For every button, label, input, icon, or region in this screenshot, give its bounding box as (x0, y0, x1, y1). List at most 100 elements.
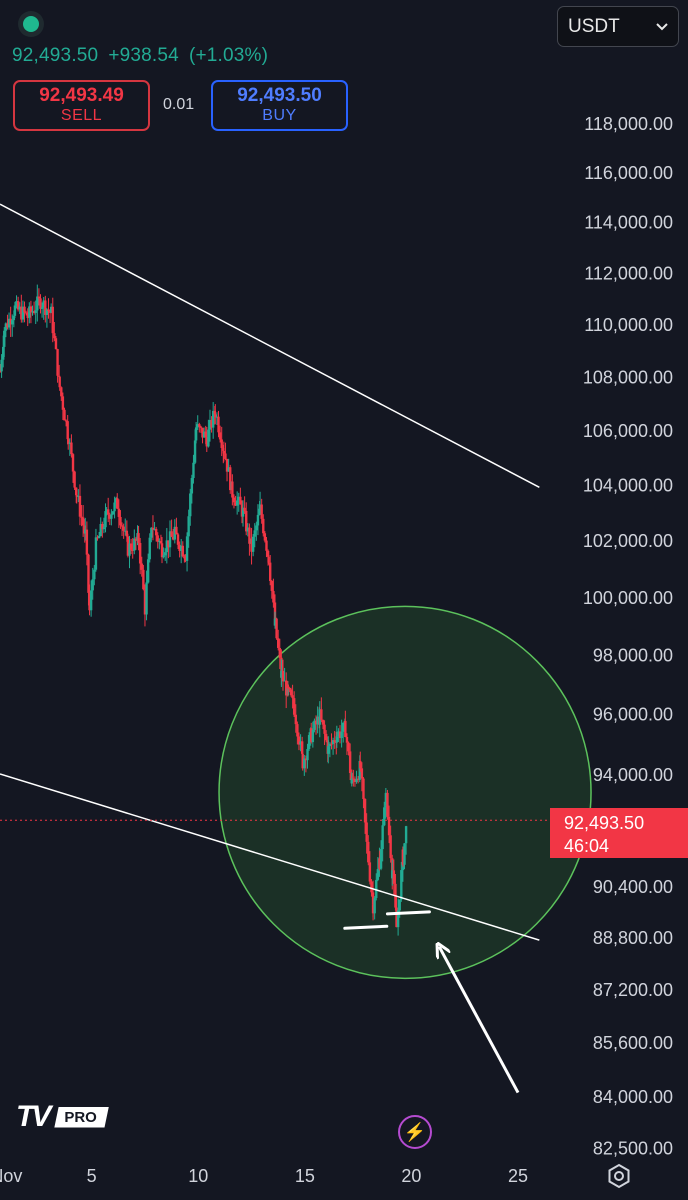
candle-body (338, 731, 342, 739)
candle-body (272, 590, 275, 603)
candle-body (246, 527, 250, 532)
candle-body (321, 719, 325, 725)
candle-body (292, 708, 296, 715)
currency-select[interactable]: USDT (557, 6, 679, 47)
candle-body (330, 743, 333, 745)
candle-body (218, 432, 222, 440)
candle-body (335, 736, 339, 743)
candle-body (120, 525, 124, 527)
candle-body (400, 870, 403, 900)
candle-body (145, 582, 148, 615)
candle-body (304, 758, 308, 761)
candle-body (258, 504, 262, 509)
candle-body (170, 531, 173, 537)
price-tick-label: 110,000.00 (584, 315, 673, 335)
candle-body (83, 525, 86, 534)
chevron-down-icon (656, 22, 668, 30)
candle-body (77, 495, 80, 497)
candle-body (13, 305, 17, 316)
highlight-circle (218, 605, 592, 980)
candle-body (303, 758, 306, 769)
lightning-icon[interactable]: ⚡ (398, 1115, 432, 1149)
candle-body (266, 550, 270, 557)
candle-body (173, 526, 177, 533)
price-tick-label: 102,000.00 (583, 531, 673, 551)
candle-body (307, 735, 311, 749)
candle-body (245, 510, 248, 532)
candle-body (20, 306, 23, 320)
candle-body (362, 778, 365, 800)
candle-body (131, 549, 134, 551)
candle-body (256, 514, 260, 526)
candle-body (342, 722, 345, 732)
candle-body (146, 559, 150, 583)
candle-body (391, 870, 394, 879)
candle-body (73, 471, 76, 488)
candle-body (207, 429, 210, 447)
candle-body (63, 409, 66, 421)
time-axis[interactable]: Nov 5 10 15 20 25 (0, 1166, 528, 1186)
candle-body (66, 421, 69, 440)
upper-trendline (0, 203, 540, 488)
candle-body (119, 516, 122, 526)
candle-body (133, 538, 136, 551)
candle-body (67, 439, 70, 444)
candle-body (180, 545, 183, 552)
price-tick-label: 82,500.00 (593, 1139, 673, 1159)
candle-body (284, 680, 288, 696)
candle-body (350, 778, 353, 784)
candle-body (0, 371, 2, 373)
symbol-status-icon[interactable] (18, 11, 44, 37)
candle-body (235, 500, 239, 506)
settings-icon[interactable] (606, 1163, 632, 1189)
time-tick-label: 25 (508, 1166, 528, 1186)
candle-body (36, 296, 39, 311)
candle-body (99, 524, 102, 537)
candle-body (251, 536, 255, 552)
candle-body (265, 540, 268, 551)
candle-body (4, 323, 8, 331)
candle-body (93, 569, 96, 580)
candle-body (280, 670, 283, 678)
candle-body (299, 741, 302, 745)
candle-body (358, 760, 361, 780)
candle-body (370, 881, 373, 893)
candle-body (11, 320, 14, 325)
candle-body (167, 540, 170, 548)
price-change-pct: (+1.03%) (188, 45, 269, 66)
candle-body (404, 826, 408, 844)
candle-body (241, 507, 245, 517)
candle-body (386, 792, 389, 817)
candle-body (116, 498, 119, 509)
candle-body (58, 376, 61, 388)
candle-body (222, 450, 226, 454)
candle-body (56, 349, 59, 376)
candle-body (250, 538, 253, 552)
candle-body (68, 442, 72, 444)
candle-body (389, 835, 392, 859)
candle-body (301, 753, 304, 769)
candle-body (49, 306, 53, 313)
candle-body (340, 731, 343, 739)
candle-body (333, 740, 336, 742)
candle-body (270, 581, 274, 591)
candle-body (291, 695, 294, 699)
tradingview-logo: TV PRO (16, 1100, 109, 1133)
candle-body (275, 618, 278, 639)
time-tick-label: Nov (0, 1166, 22, 1186)
candle-body (125, 530, 129, 537)
candle-body (199, 426, 203, 428)
candle-body (84, 529, 87, 534)
candle-body (60, 387, 63, 397)
sell-button[interactable]: 92,493.49 SELL (13, 80, 150, 131)
candle-body (61, 396, 65, 410)
candle-body (189, 493, 192, 517)
candle-body (278, 647, 281, 658)
candle-body (262, 518, 265, 534)
candle-body (181, 545, 185, 557)
buy-button[interactable]: 92,493.50 BUY (211, 80, 348, 131)
candle-body (1, 346, 5, 360)
price-axis[interactable]: 118,000.00 116,000.00 114,000.00 112,000.00… (583, 114, 673, 1159)
candle-body (6, 323, 9, 328)
